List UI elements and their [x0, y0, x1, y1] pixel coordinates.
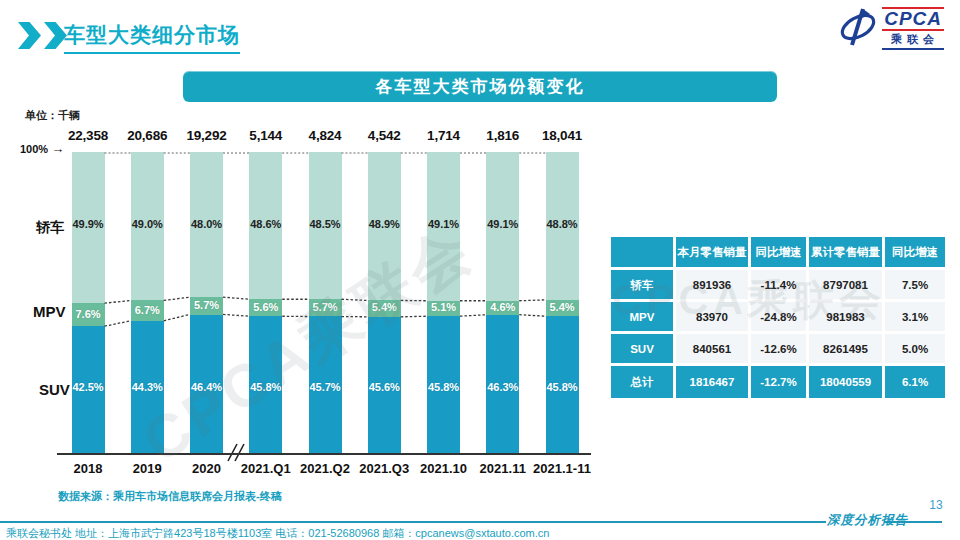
suv-share-label: 42.5%	[64, 381, 113, 393]
x-axis-line	[57, 453, 591, 455]
series-label-sedan: 轿车	[36, 219, 64, 237]
mpv-share-label: 6.7%	[123, 304, 172, 316]
cpca-logo: CPCA 乘联会	[837, 6, 944, 50]
table-data-cell: 1816467	[676, 366, 748, 398]
table-header-cell: 同比增速	[751, 237, 806, 267]
stacked-bar-chart: 22,358201849.9%7.6%42.5%20,686201949.0%6…	[55, 152, 590, 455]
table-data-cell: 83970	[676, 302, 748, 331]
table-data-cell: 8797081	[809, 270, 882, 299]
table-header-cell: 同比增速	[885, 237, 945, 267]
table-data-cell: 3.1%	[885, 302, 945, 331]
bar-2021.Q3: 48.9%5.4%45.6%	[368, 152, 401, 455]
series-label-mpv: MPV	[33, 303, 66, 320]
suv-share-label: 45.8%	[538, 381, 587, 393]
table-header-cell: 累计零售销量	[809, 237, 882, 267]
suv-share-label: 46.4%	[182, 381, 231, 393]
page-number: 13	[922, 498, 950, 512]
mpv-share-label: 5.6%	[241, 301, 290, 313]
bar-2021.10: 49.1%5.1%45.8%	[427, 152, 460, 455]
data-source-note: 数据来源：乘用车市场信息联席会月报表-终稿	[58, 489, 282, 504]
sedan-share-label: 49.0%	[123, 218, 172, 230]
table-data-cell: 8261495	[809, 334, 882, 363]
y-100-text: 100%	[20, 143, 48, 155]
report-type-label: 深度分析报告	[827, 512, 908, 529]
sedan-share-label: 49.1%	[478, 218, 527, 230]
suv-share-label: 45.6%	[360, 381, 409, 393]
table-row-label: 总计	[611, 366, 673, 398]
table-data-cell: -24.8%	[751, 302, 806, 331]
table-header-cell: 本月零售销量	[676, 237, 748, 267]
footer-rule-left	[0, 521, 826, 523]
mpv-share-label: 5.4%	[538, 301, 587, 313]
suv-share-label: 45.8%	[241, 381, 290, 393]
x-axis-tick-label: 2021.1-11	[524, 461, 600, 476]
table-data-cell: 981983	[809, 302, 882, 331]
sedan-share-label: 48.0%	[182, 218, 231, 230]
table-data-cell: 840561	[676, 334, 748, 363]
unit-label: 单位：千辆	[25, 108, 80, 123]
bar-2021.11: 49.1%4.6%46.3%	[486, 152, 519, 455]
logo-sub-text: 乘联会	[882, 32, 944, 50]
table-data-cell: -11.4%	[751, 270, 806, 299]
table-data-cell: 18040559	[809, 366, 882, 398]
sedan-share-label: 49.1%	[419, 218, 468, 230]
slide: 车型大类细分市场 CPCA 乘联会 各车型大类市场份额变化 单位：千辆 100%…	[0, 0, 960, 540]
sales-summary-table: 本月零售销量同比增速累计零售销量同比增速轿车891936-11.4%879708…	[611, 237, 945, 398]
bar-2021.Q1: 48.6%5.6%45.8%	[249, 152, 282, 455]
table-row-label: MPV	[611, 302, 673, 331]
suv-share-label: 45.8%	[419, 381, 468, 393]
table-data-cell: 891936	[676, 270, 748, 299]
table-corner-cell	[611, 237, 673, 267]
page-title: 车型大类细分市场	[64, 21, 240, 54]
bar-2021.Q2: 48.5%5.7%45.7%	[309, 152, 342, 455]
logo-cpca-text: CPCA	[882, 7, 944, 31]
bar-2018: 49.9%7.6%42.5%	[72, 152, 105, 455]
table-data-cell: 5.0%	[885, 334, 945, 363]
mpv-share-label: 5.7%	[182, 299, 231, 311]
sedan-share-label: 48.8%	[538, 218, 587, 230]
table-row-label: 轿车	[611, 270, 673, 299]
table-data-cell: 6.1%	[885, 366, 945, 398]
table-row-label: SUV	[611, 334, 673, 363]
mpv-share-label: 4.6%	[478, 301, 527, 313]
mpv-share-label: 5.4%	[360, 301, 409, 313]
bar-2021.1-11: 48.8%5.4%45.8%	[546, 152, 579, 455]
bar-2020: 48.0%5.7%46.4%	[190, 152, 223, 455]
total-sales-label: 18,041	[527, 128, 597, 143]
table-data-cell: -12.6%	[751, 334, 806, 363]
mpv-share-label: 5.7%	[301, 301, 350, 313]
sedan-share-label: 48.6%	[241, 218, 290, 230]
logo-text-block: CPCA 乘联会	[882, 7, 944, 50]
suv-share-label: 45.7%	[301, 381, 350, 393]
chart-title-banner: 各车型大类市场份额变化	[183, 71, 777, 102]
footer-contact: 乘联会秘书处 地址：上海市武宁路423号18号楼1103室 电话：021-526…	[6, 526, 549, 540]
table-data-cell: 7.5%	[885, 270, 945, 299]
mpv-share-label: 7.6%	[64, 308, 113, 320]
series-label-suv: SUV	[39, 381, 70, 398]
sedan-share-label: 48.9%	[360, 218, 409, 230]
sedan-share-label: 48.5%	[301, 218, 350, 230]
mpv-share-label: 5.1%	[419, 301, 468, 313]
suv-share-label: 46.3%	[478, 381, 527, 393]
title-chevrons	[18, 22, 70, 53]
sedan-share-label: 49.9%	[64, 218, 113, 230]
table-data-cell: -12.7%	[751, 366, 806, 398]
suv-share-label: 44.3%	[123, 381, 172, 393]
cpca-swoosh-icon	[837, 6, 879, 50]
bar-2019: 49.0%6.7%44.3%	[131, 152, 164, 455]
chevron-right-icon	[18, 22, 41, 49]
